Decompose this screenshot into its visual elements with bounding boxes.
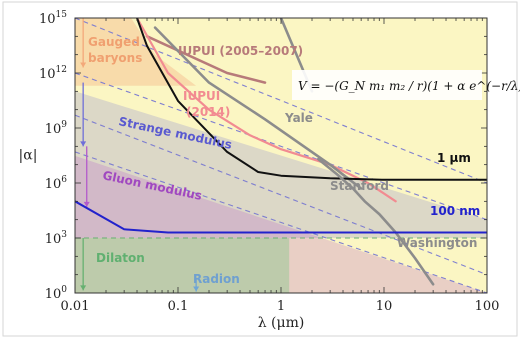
series-stanford-line — [316, 157, 435, 286]
y-tick-base: 10 — [39, 12, 56, 27]
series-label-yale: Yale — [284, 111, 313, 125]
gauged-baryons-range-arrow-head — [80, 62, 87, 68]
y-tick-label: 103 — [45, 230, 68, 247]
y-axis-label: |α| — [19, 148, 38, 164]
y-tick-base: 10 — [45, 177, 62, 192]
y-tick-base: 10 — [45, 287, 62, 302]
x-axis-label: λ (μm) — [258, 315, 305, 331]
series-label-iupui-2005-2007: IUPUI (2005–2007) — [178, 44, 303, 58]
series-iupui-2005-2007-line — [145, 34, 267, 84]
series-label-100nm: 100 nm — [430, 204, 480, 218]
y-tick-exponent: 15 — [56, 10, 68, 20]
y-tick-label: 1015 — [39, 10, 67, 27]
series-label-iupui-2014-year: (2014) — [186, 105, 230, 119]
region-label-radion: Radion — [193, 272, 240, 286]
x-tick-label: 0.1 — [168, 299, 189, 314]
y-tick-label: 109 — [45, 120, 68, 137]
gauged-baryons-range-arrow — [80, 18, 87, 68]
region-label-baryons: baryons — [88, 51, 142, 65]
gluon-modulus-range-arrow-head — [83, 201, 90, 207]
radion-range-arrow-head — [193, 286, 200, 292]
series-label-1um: 1 μm — [437, 151, 471, 165]
y-tick-base: 10 — [45, 122, 62, 137]
y-tick-label: 106 — [45, 175, 68, 192]
gauged-baryons-upper-boundary — [75, 18, 487, 184]
series-yale-line — [153, 26, 363, 190]
gauged-baryons-lower-boundary — [75, 72, 487, 221]
y-tick-exponent: 3 — [61, 230, 67, 240]
y-tick-exponent: 9 — [61, 120, 67, 130]
series-1-m-line — [136, 18, 487, 181]
dilaton-range-arrow-head — [80, 285, 87, 291]
y-tick-exponent: 6 — [61, 175, 67, 185]
x-tick-label: 10 — [376, 299, 393, 314]
strange-modulus-boundary — [75, 114, 487, 276]
x-tick-label: 0.01 — [61, 299, 90, 314]
region-label-gauged: Gauged — [88, 35, 140, 49]
series-label-stanford: Stanford — [330, 179, 389, 193]
radion-range-arrow — [193, 278, 200, 292]
y-tick-exponent: 0 — [61, 285, 67, 295]
formula-box — [292, 70, 482, 100]
dilaton-range-arrow — [80, 238, 87, 291]
region-label-dilaton: Dilaton — [96, 251, 145, 265]
strange-modulus-range-arrow — [80, 82, 87, 147]
region-dilaton — [75, 238, 290, 293]
gluon-modulus-range-arrow — [83, 146, 90, 207]
x-tick-label: 1 — [277, 299, 285, 314]
y-tick-label: 100 — [45, 285, 68, 302]
gluon-modulus-boundary — [75, 151, 487, 293]
y-tick-label: 1012 — [39, 65, 67, 82]
series-100-nm-line — [75, 200, 487, 234]
x-axis: 0.01 0.1 1 10 100 λ (μm) — [61, 18, 500, 331]
strange-modulus-range-arrow-head — [80, 141, 87, 147]
region-gluon-modulus — [75, 155, 487, 293]
region-strange-modulus — [75, 91, 487, 238]
y-tick-exponent: 12 — [56, 65, 67, 75]
y-tick-base: 10 — [45, 232, 62, 247]
x-tick-label: 100 — [475, 299, 500, 314]
series-label-washington: Washington — [397, 236, 477, 250]
formula-text: V = −(G_N m₁ m₂ / r)(1 + α e^(−r/λ)) — [298, 79, 520, 93]
plot-area — [75, 18, 487, 293]
series-label-iupui-2014-name: IUPUI — [183, 89, 220, 103]
y-tick-base: 10 — [39, 67, 56, 82]
